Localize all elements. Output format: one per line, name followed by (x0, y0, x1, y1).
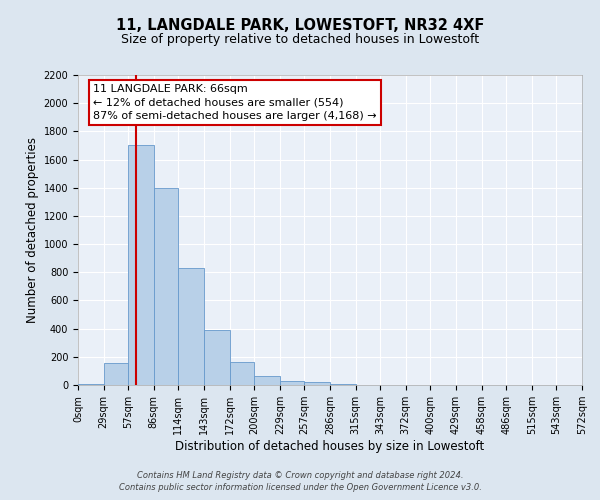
Text: Size of property relative to detached houses in Lowestoft: Size of property relative to detached ho… (121, 32, 479, 46)
Bar (178, 268, 204, 385)
Bar (128, 146, 154, 385)
Y-axis label: Number of detached properties: Number of detached properties (26, 137, 40, 323)
Text: Contains HM Land Registry data © Crown copyright and database right 2024.
Contai: Contains HM Land Registry data © Crown c… (119, 471, 481, 492)
Text: 11 LANGDALE PARK: 66sqm
← 12% of detached houses are smaller (554)
87% of semi-d: 11 LANGDALE PARK: 66sqm ← 12% of detache… (93, 84, 377, 120)
Bar (304, 382, 330, 385)
Bar (330, 384, 356, 385)
Bar (104, 363, 128, 385)
Bar (254, 376, 280, 385)
Bar (230, 362, 254, 385)
X-axis label: Distribution of detached houses by size in Lowestoft: Distribution of detached houses by size … (175, 440, 485, 453)
Bar (154, 188, 178, 385)
Text: 11, LANGDALE PARK, LOWESTOFT, NR32 4XF: 11, LANGDALE PARK, LOWESTOFT, NR32 4XF (116, 18, 484, 32)
Bar (280, 381, 304, 385)
Bar (204, 330, 230, 385)
Bar (78, 384, 104, 385)
